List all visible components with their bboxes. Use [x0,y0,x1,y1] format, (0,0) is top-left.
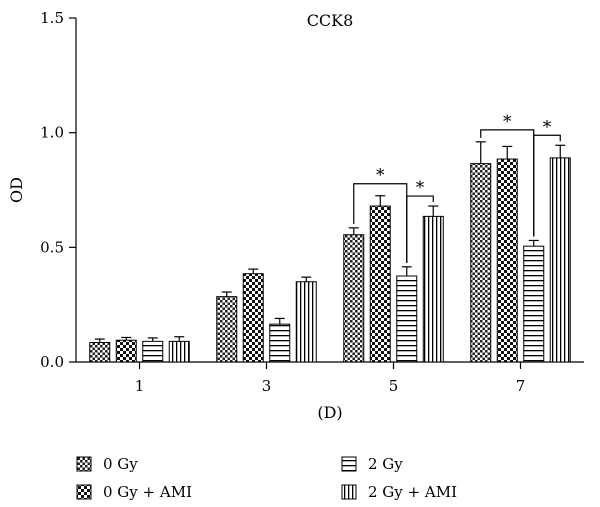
bar-0-gy-day-7 [470,163,492,363]
legend-swatch-0-gy [76,456,92,472]
bar-2-gy-ami-day-1 [168,340,190,363]
y-tick-label: 1.0 [40,124,64,142]
legend-item-2-gy-ami: 2 Gy + AMI [341,483,457,501]
bar-2-gy-day-5 [396,275,418,363]
y-axis-label: OD [7,177,26,203]
significance-star: * [376,166,385,186]
legend-swatch-2-gy [341,456,357,472]
legend-swatch-2-gy-ami [341,484,357,500]
x-tick-label: 7 [516,377,526,395]
bar-2-gy-day-3 [269,323,291,363]
x-ticks: 1 3 5 7 [135,362,526,395]
bar-0-gy-ami-day-5 [369,205,391,363]
y-tick-label: 0.5 [40,238,64,256]
significance-bracket [533,134,561,237]
significance-star: * [503,112,512,132]
x-tick-label: 5 [389,377,399,395]
legend: 0 Gy 0 Gy + AMI 2 Gy 2 Gy + AMI [76,455,457,501]
y-ticks: 0.0 0.5 1.0 1.5 [40,9,76,371]
legend-swatch-0-gy-ami [76,484,92,500]
legend-label-2-gy: 2 Gy [368,455,403,473]
bar-0-gy-day-5 [343,234,365,363]
bar-0-gy-ami-day-1 [115,339,137,363]
legend-label-2-gy-ami: 2 Gy + AMI [368,483,457,501]
x-axis-label: (D) [317,403,342,422]
bar-2-gy-ami-day-3 [295,281,317,363]
significance-bracket [406,195,434,263]
bar-2-gy-ami-day-7 [549,157,571,363]
bar-0-gy-day-3 [216,296,238,363]
bars [89,141,571,363]
bar-0-gy-day-1 [89,342,111,363]
x-tick-label: 1 [135,377,145,395]
bar-2-gy-ami-day-5 [422,215,444,363]
significance-brackets: * * * * [353,112,561,263]
legend-item-0-gy-ami: 0 Gy + AMI [76,483,192,501]
y-tick-label: 0.0 [40,353,64,371]
legend-label-0-gy: 0 Gy [103,455,138,473]
bar-0-gy-ami-day-3 [242,273,264,363]
chart-title: CCK8 [307,11,354,30]
bar-0-gy-ami-day-7 [496,158,518,363]
significance-star: * [543,117,552,137]
legend-item-0-gy: 0 Gy [76,455,138,473]
y-tick-label: 1.5 [40,9,64,27]
bar-2-gy-day-7 [523,245,545,363]
x-tick-label: 3 [262,377,272,395]
significance-star: * [416,178,425,198]
bar-2-gy-day-1 [142,340,164,363]
legend-item-2-gy: 2 Gy [341,455,403,473]
legend-label-0-gy-ami: 0 Gy + AMI [103,483,192,501]
